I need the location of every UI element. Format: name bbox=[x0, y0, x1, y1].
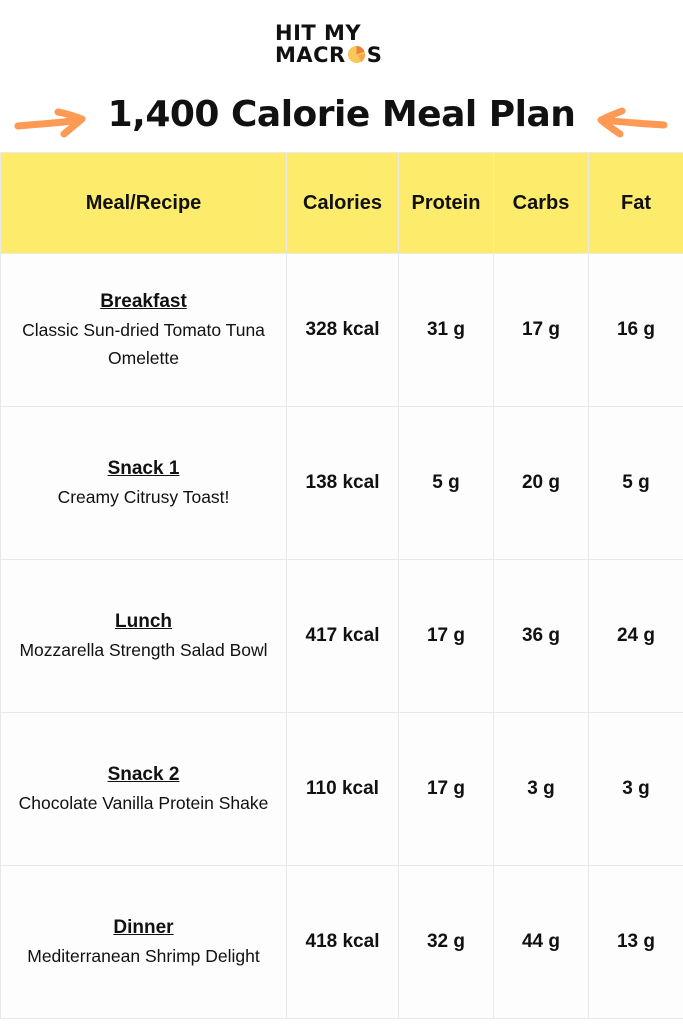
protein-cell: 17 g bbox=[398, 559, 494, 713]
recipe-name: Creamy Citrusy Toast! bbox=[57, 487, 230, 507]
column-header-meal: Meal/Recipe bbox=[0, 152, 287, 254]
fat-cell: 5 g bbox=[588, 406, 683, 560]
carbs-cell: 3 g bbox=[493, 712, 589, 866]
protein-cell: 5 g bbox=[398, 406, 494, 560]
title-row: 1,400 Calorie Meal Plan bbox=[0, 92, 683, 148]
recipe-name: Classic Sun-dried Tomato Tuna Omelette bbox=[22, 320, 265, 368]
logo-line-1: HIT MY bbox=[275, 21, 362, 45]
table-row: Snack 1 Creamy Citrusy Toast! 138 kcal 5… bbox=[0, 406, 683, 560]
meal-cell: Breakfast Classic Sun-dried Tomato Tuna … bbox=[0, 253, 287, 407]
calories-cell: 138 kcal bbox=[286, 406, 399, 560]
meal-cell: Lunch Mozzarella Strength Salad Bowl bbox=[0, 559, 287, 713]
column-header-fat: Fat bbox=[588, 152, 683, 254]
protein-cell: 31 g bbox=[398, 253, 494, 407]
carbs-cell: 17 g bbox=[493, 253, 589, 407]
logo-line-2: MACR S bbox=[275, 44, 415, 66]
logo-line-2-suffix: S bbox=[366, 43, 383, 67]
meal-name: Breakfast bbox=[100, 291, 187, 312]
table-row: Lunch Mozzarella Strength Salad Bowl 417… bbox=[0, 559, 683, 713]
calories-cell: 110 kcal bbox=[286, 712, 399, 866]
calories-cell: 417 kcal bbox=[286, 559, 399, 713]
protein-cell: 17 g bbox=[398, 712, 494, 866]
fat-cell: 16 g bbox=[588, 253, 683, 407]
pie-chart-icon bbox=[347, 45, 365, 64]
table-row: Snack 2 Chocolate Vanilla Protein Shake … bbox=[0, 712, 683, 866]
fat-cell: 3 g bbox=[588, 712, 683, 866]
meal-name: Lunch bbox=[115, 611, 172, 632]
calories-cell: 328 kcal bbox=[286, 253, 399, 407]
arrow-left-icon bbox=[597, 107, 668, 138]
carbs-cell: 36 g bbox=[493, 559, 589, 713]
fat-cell: 13 g bbox=[588, 865, 683, 1019]
fat-cell: 24 g bbox=[588, 559, 683, 713]
column-header-protein: Protein bbox=[398, 152, 494, 254]
meal-cell: Snack 2 Chocolate Vanilla Protein Shake bbox=[0, 712, 287, 866]
table-row: Breakfast Classic Sun-dried Tomato Tuna … bbox=[0, 253, 683, 407]
table-row: Dinner Mediterranean Shrimp Delight 418 … bbox=[0, 865, 683, 1019]
page-title: 1,400 Calorie Meal Plan bbox=[107, 94, 576, 135]
meal-name: Snack 1 bbox=[107, 458, 180, 479]
meal-plan-table: Meal/Recipe Calories Protein Carbs Fat B… bbox=[0, 152, 683, 1019]
meal-cell: Dinner Mediterranean Shrimp Delight bbox=[0, 865, 287, 1019]
brand-logo: HIT MY MACR S bbox=[275, 22, 415, 66]
arrow-right-icon bbox=[14, 108, 86, 138]
column-header-calories: Calories bbox=[286, 152, 399, 254]
carbs-cell: 44 g bbox=[493, 865, 589, 1019]
recipe-name: Chocolate Vanilla Protein Shake bbox=[18, 793, 269, 813]
meal-name: Snack 2 bbox=[107, 764, 180, 785]
protein-cell: 32 g bbox=[398, 865, 494, 1019]
meal-cell: Snack 1 Creamy Citrusy Toast! bbox=[0, 406, 287, 560]
meal-name: Dinner bbox=[113, 917, 174, 938]
column-header-carbs: Carbs bbox=[493, 152, 589, 254]
calories-cell: 418 kcal bbox=[286, 865, 399, 1019]
recipe-name: Mediterranean Shrimp Delight bbox=[27, 946, 260, 966]
recipe-name: Mozzarella Strength Salad Bowl bbox=[19, 640, 268, 660]
logo-line-2-prefix: MACR bbox=[275, 43, 346, 67]
table-header-row: Meal/Recipe Calories Protein Carbs Fat bbox=[0, 152, 683, 254]
carbs-cell: 20 g bbox=[493, 406, 589, 560]
